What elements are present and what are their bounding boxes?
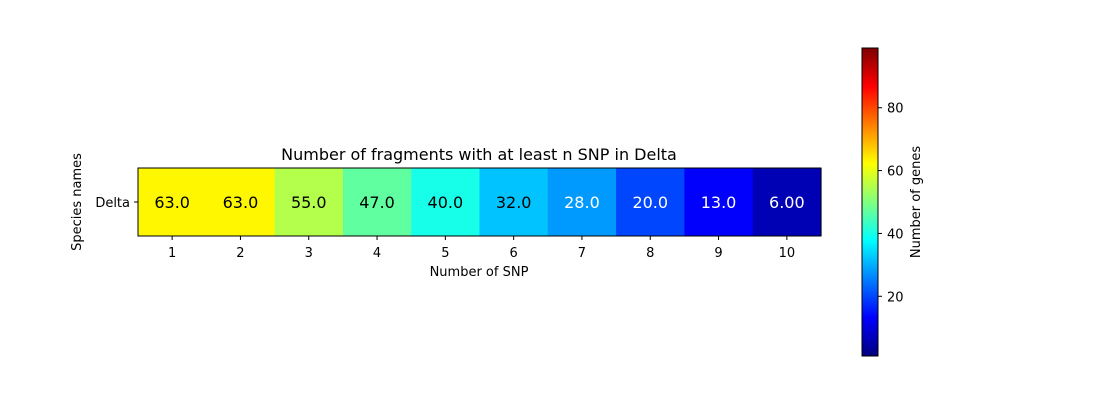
x-axis-ticks: 1 2 3 4 5 6 7 8 9 10 — [168, 236, 795, 261]
x-tick-label: 1 — [168, 246, 176, 261]
heatmap-cell — [274, 168, 344, 236]
colorbar-tick-label: 40 — [887, 227, 904, 242]
y-tick-label: Delta — [95, 196, 130, 211]
x-tick-label: 4 — [373, 246, 381, 261]
x-axis-label: Number of SNP — [430, 265, 529, 280]
heatmap-cell — [342, 168, 412, 236]
heatmap-cells — [138, 168, 822, 236]
x-tick-label: 9 — [714, 246, 722, 261]
heatmap-cell — [752, 168, 822, 236]
heatmap-cell — [411, 168, 481, 236]
colorbar-tick-label: 60 — [887, 165, 904, 180]
x-tick-label: 8 — [646, 246, 654, 261]
heatmap-cell-label: 20.0 — [632, 193, 668, 212]
heatmap-cell-label: 55.0 — [291, 193, 327, 212]
heatmap-cell — [138, 168, 207, 236]
heatmap-cell-labels: 63.0 63.0 55.0 47.0 40.0 32.0 28.0 20.0 13.0 6.00 — [154, 193, 804, 212]
heatmap-cell — [479, 168, 549, 236]
colorbar-gradient — [861, 47, 879, 357]
colorbar-tick-label: 20 — [887, 290, 904, 305]
x-tick-label: 7 — [578, 246, 586, 261]
heatmap-cell-label: 47.0 — [359, 193, 395, 212]
heatmap-cell — [206, 168, 276, 236]
heatmap-cell — [547, 168, 617, 236]
x-tick-label: 5 — [441, 246, 449, 261]
y-axis-label: Species names — [70, 153, 85, 251]
x-tick-label: 2 — [236, 246, 244, 261]
x-tick-label: 3 — [305, 246, 313, 261]
heatmap-cell-label: 6.00 — [769, 193, 805, 212]
heatmap-cell-label: 32.0 — [496, 193, 532, 212]
heatmap-cell-label: 28.0 — [564, 193, 600, 212]
heatmap-cell — [684, 168, 754, 236]
heatmap-cell-label: 13.0 — [701, 193, 737, 212]
x-tick-label: 10 — [779, 246, 796, 261]
x-tick-label: 6 — [510, 246, 518, 261]
y-axis-ticks: Delta — [95, 196, 138, 211]
heatmap-cell — [616, 168, 685, 236]
heatmap-cell-label: 40.0 — [428, 193, 464, 212]
colorbar-ticks: 20 40 60 80 — [878, 102, 904, 305]
colorbar-label: Number of genes — [909, 146, 924, 259]
colorbar-tick-label: 80 — [887, 102, 904, 117]
colorbar: 20 40 60 80 Number of genes — [861, 47, 924, 357]
heatmap-cell-label: 63.0 — [154, 193, 190, 212]
heatmap-cell-label: 63.0 — [223, 193, 259, 212]
chart-title: Number of fragments with at least n SNP … — [281, 145, 677, 164]
